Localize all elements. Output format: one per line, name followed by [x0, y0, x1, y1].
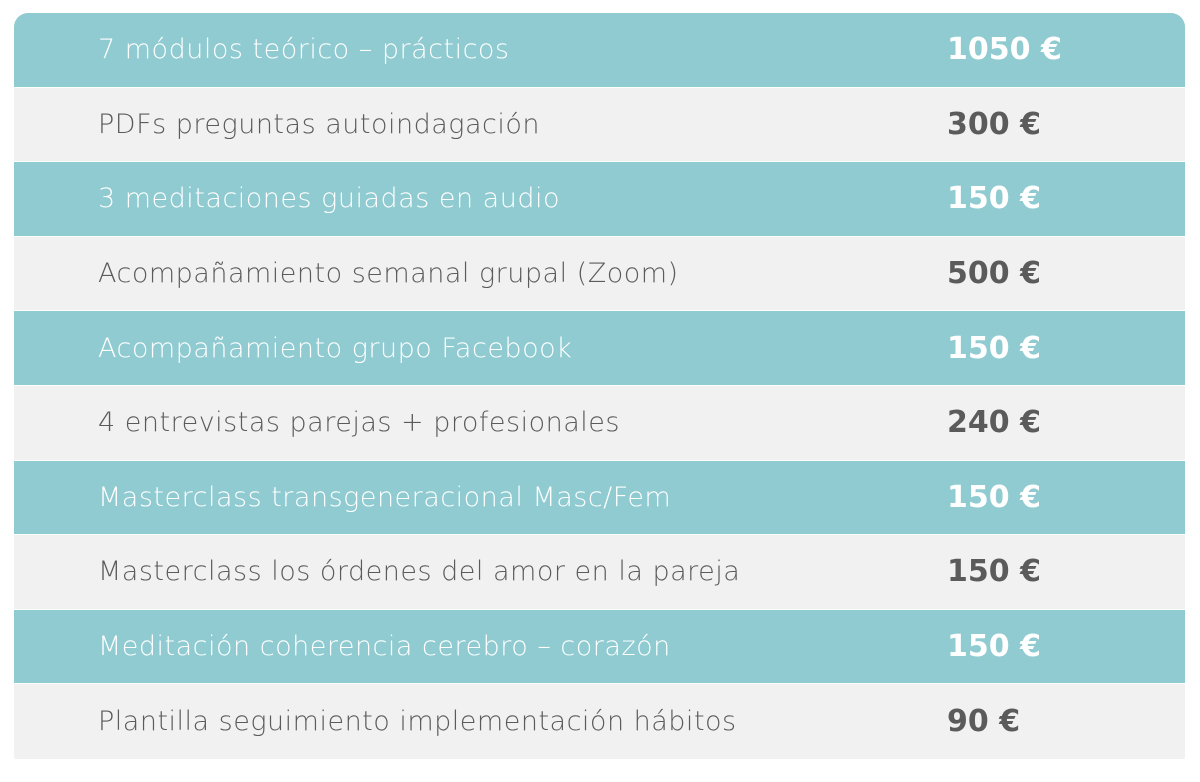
- table-row: Masterclass los órdenes del amor en la p…: [14, 535, 1185, 610]
- item-price: 240 €: [947, 405, 1041, 441]
- item-price: 150 €: [947, 554, 1041, 590]
- item-label: 3 meditaciones guiadas en audio: [98, 183, 561, 215]
- item-price: 150 €: [947, 479, 1041, 515]
- item-price: 150 €: [947, 330, 1041, 366]
- item-label: 4 entrevistas parejas + profesionales: [98, 407, 620, 439]
- item-price: 90 €: [947, 704, 1021, 740]
- item-price: 500 €: [947, 256, 1041, 292]
- item-label: Acompañamiento grupo Facebook: [98, 332, 573, 364]
- item-label: PDFs preguntas autoindagación: [98, 108, 541, 140]
- item-price: 300 €: [947, 106, 1041, 142]
- price-table: 7 módulos teórico – prácticos 1050 € PDFs…: [14, 13, 1185, 769]
- table-row: PDFs preguntas autoindagación 300 €: [14, 87, 1185, 163]
- item-label: Masterclass transgeneracional Masc/Fem: [98, 481, 672, 513]
- item-label: Meditación coherencia cerebro – corazón: [98, 631, 671, 663]
- table-row: 7 módulos teórico – prácticos 1050 €: [14, 13, 1185, 88]
- item-price: 150 €: [947, 629, 1041, 665]
- item-price: 1050 €: [947, 32, 1062, 68]
- item-label: Masterclass los órdenes del amor en la p…: [98, 556, 741, 588]
- table-row: 4 entrevistas parejas + profesionales 240…: [14, 385, 1185, 461]
- item-label: Plantilla seguimiento implementación háb…: [98, 706, 737, 738]
- table-row: Masterclass transgeneracional Masc/Fem 15…: [14, 460, 1185, 536]
- item-price: 150 €: [947, 181, 1041, 217]
- item-label: Acompañamiento semanal grupal (Zoom): [98, 258, 679, 290]
- table-row: Acompañamiento grupo Facebook 150 €: [14, 311, 1185, 386]
- table-row: Acompañamiento semanal grupal (Zoom) 500 …: [14, 236, 1185, 312]
- table-row: Plantilla seguimiento implementación háb…: [14, 684, 1185, 759]
- table-row: 3 meditaciones guiadas en audio 150 €: [14, 162, 1185, 237]
- table-row: Meditación coherencia cerebro – corazón 1…: [14, 609, 1185, 685]
- item-label: 7 módulos teórico – prácticos: [98, 34, 510, 66]
